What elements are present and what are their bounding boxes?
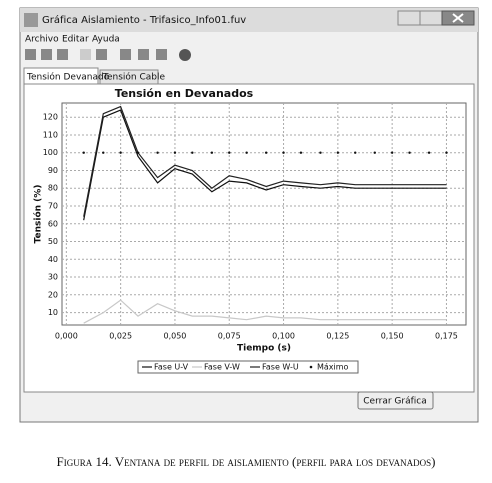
x-tick-label: 0,025 [109,332,132,341]
y-tick-label: 30 [48,273,58,282]
legend-swatch [309,365,313,369]
menu-item[interactable]: Editar [62,35,89,45]
series-line [83,105,447,217]
max-dot [264,151,268,154]
plot-area [61,102,467,326]
max-dot [390,151,394,154]
tool-zoom-out[interactable] [138,49,149,60]
max-dot [156,151,159,154]
legend-label: Máximo [317,363,349,372]
tool-new[interactable] [80,49,91,60]
y-tick-label: 20 [48,290,58,299]
max-dot [427,151,431,154]
max-dot [408,151,411,154]
menu-item[interactable]: Ayuda [92,35,120,45]
button-label: Cerrar Gráfica [363,397,426,407]
tab-label[interactable]: Tensión Cable [102,72,165,83]
tool-print[interactable] [57,49,68,60]
legend-label: Fase W-U [262,363,299,372]
max-dot [319,151,322,154]
app-icon [24,13,38,27]
toolbar [25,49,191,61]
x-tick-label: 0,125 [326,332,349,341]
max-dot [282,151,285,154]
close-chart-button[interactable] [357,391,434,410]
max-dot [228,151,231,154]
x-tick-label: 0,000 [55,332,78,341]
x-tick-label: 0,100 [272,332,295,341]
max-dot [191,151,194,154]
max-dot [210,151,214,154]
maximize-button[interactable] [419,10,443,26]
minimize-button[interactable] [397,10,421,26]
y-tick-label: 10 [48,308,58,317]
legend-label: Fase V-W [204,363,240,372]
figure-caption: Figura 14. Ventana de perfil de aislamie… [57,454,436,469]
max-dot [373,151,376,154]
tool-open[interactable] [25,49,36,60]
x-axis-label: Tiempo (s) [237,344,291,354]
tool-tool[interactable] [96,49,107,60]
max-dot [82,151,85,154]
y-tick-label: 100 [43,148,58,157]
close-icon [452,13,464,23]
y-tick-label: 50 [48,237,58,246]
y-tick-label: 70 [48,202,58,211]
tool-zoom-reset[interactable] [156,49,167,60]
max-dot [119,151,122,154]
max-dot [354,151,357,154]
series-line [83,109,447,221]
menu-item[interactable]: Archivo [25,35,59,45]
max-dot [102,151,105,154]
max-dot [245,151,248,154]
y-tick-label: 110 [43,130,58,139]
series-line [83,299,447,324]
tool-save[interactable] [41,49,52,60]
x-tick-label: 0,075 [218,332,241,341]
tab-label[interactable]: Tensión Devanado [26,72,110,83]
max-dot [136,151,140,154]
tool-zoom-in[interactable] [120,49,131,60]
x-tick-label: 0,050 [163,332,186,341]
y-tick-label: 40 [48,255,58,264]
legend-label: Fase U-V [154,363,189,372]
x-tick-label: 0,175 [435,332,458,341]
max-dot [336,151,340,154]
chart-title: Tensión en Devanados [115,87,254,100]
y-tick-label: 90 [48,166,58,175]
window-title: Gráfica Aislamiento - Trifasico_Info01.f… [42,14,246,26]
max-dot [173,151,177,154]
legend [137,360,359,374]
y-axis-label: Tensión (%) [33,185,44,244]
x-tick-label: 0,150 [381,332,404,341]
max-dot [445,151,448,154]
tool-help[interactable] [179,49,191,61]
y-tick-label: 60 [48,219,58,228]
y-tick-label: 120 [43,113,58,122]
max-dot [299,151,303,154]
y-tick-label: 80 [48,184,58,193]
